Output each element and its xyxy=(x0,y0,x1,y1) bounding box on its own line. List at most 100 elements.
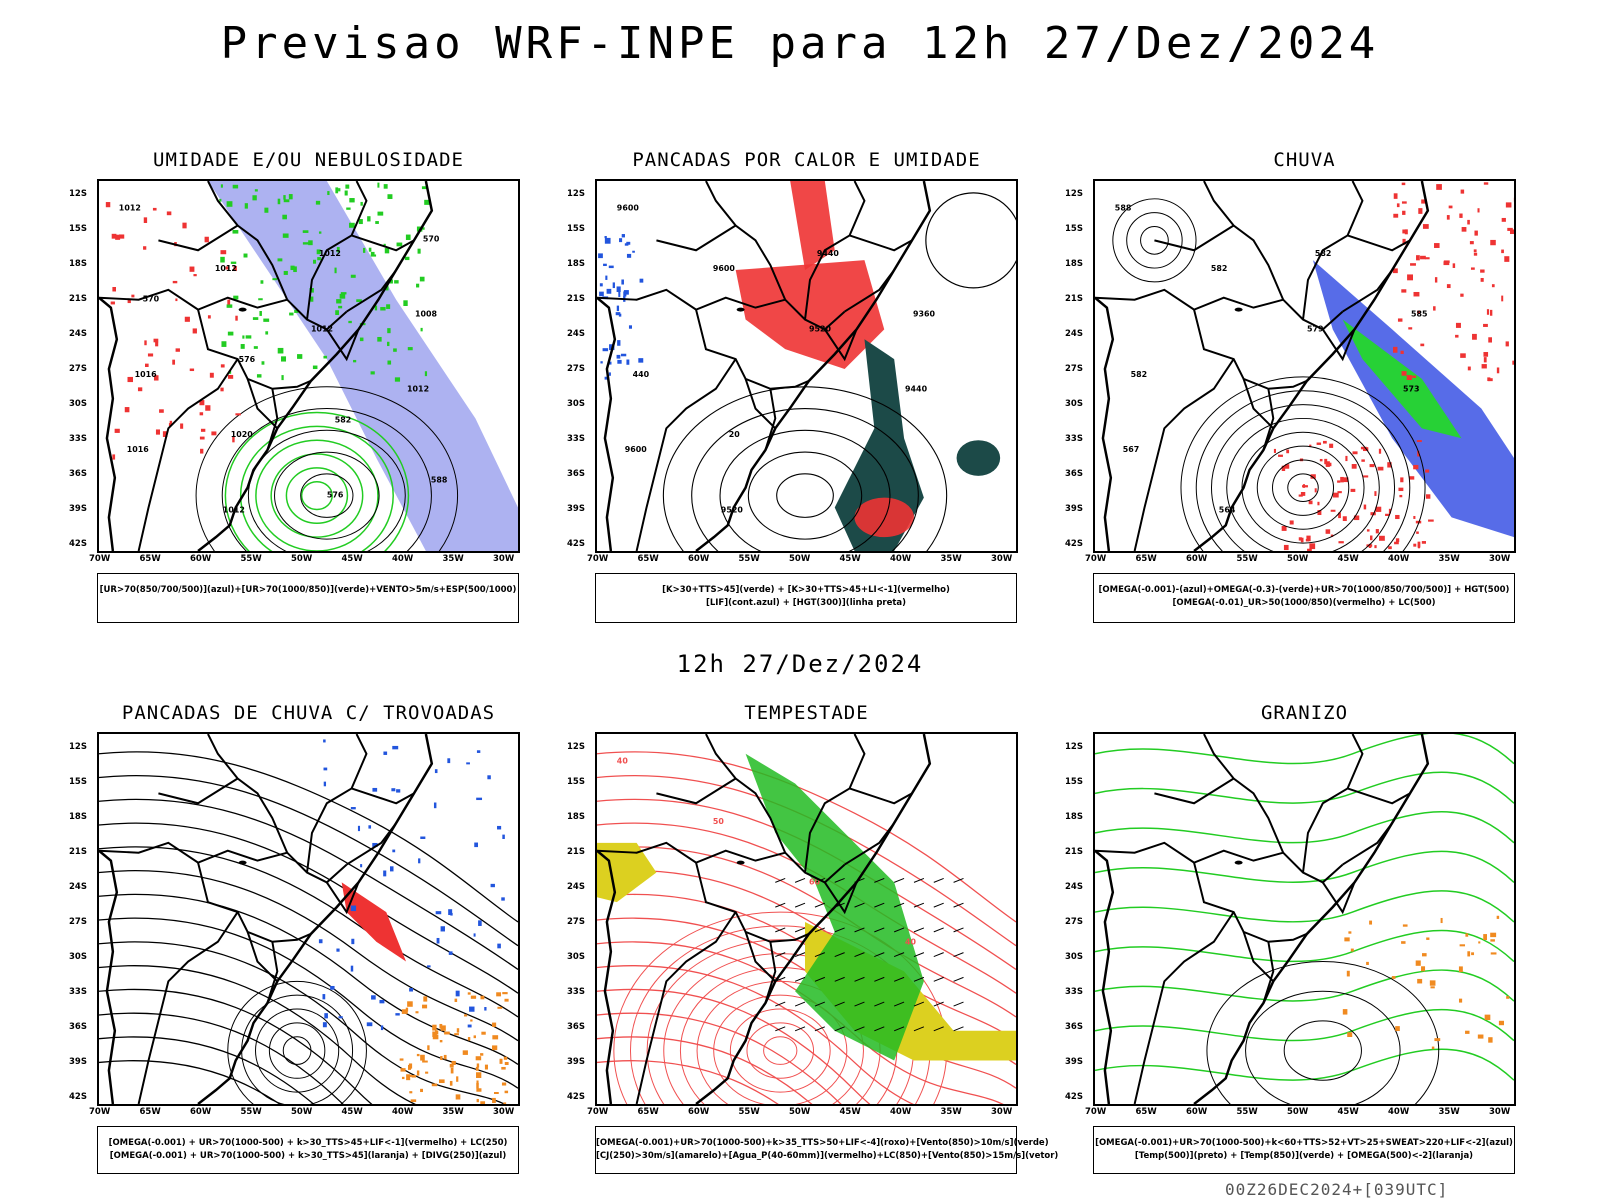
wind-arrow xyxy=(814,1026,826,1032)
speckle xyxy=(480,1053,484,1056)
wind-arrow xyxy=(794,927,806,933)
speckle xyxy=(492,1045,498,1051)
speckle xyxy=(377,182,380,188)
speckle xyxy=(330,985,335,990)
speckle xyxy=(226,304,233,308)
speckle xyxy=(350,807,356,810)
speckle xyxy=(387,360,392,365)
speckle xyxy=(162,431,168,437)
speckle xyxy=(383,870,387,877)
speckle xyxy=(605,275,608,280)
speckle xyxy=(1504,256,1510,262)
speckle xyxy=(1351,464,1357,469)
wind-arrow xyxy=(814,902,826,908)
speckle xyxy=(334,267,337,274)
latitude-tick: 21S xyxy=(69,847,87,857)
wind-arrow xyxy=(874,877,885,883)
speckle xyxy=(1399,494,1403,498)
speckle xyxy=(1418,208,1423,214)
pressure-isobar xyxy=(195,386,459,551)
speckle xyxy=(317,257,322,261)
speckle xyxy=(432,1034,439,1040)
speckle xyxy=(294,309,299,313)
speckle xyxy=(1488,1037,1493,1043)
wind-arrow xyxy=(874,902,885,908)
state-border-line xyxy=(705,734,787,854)
wind-arrow xyxy=(874,927,885,933)
wind-arrow xyxy=(794,877,806,883)
latitude-tick: 27S xyxy=(567,364,585,374)
speckle xyxy=(1337,491,1342,494)
speckle xyxy=(396,789,401,793)
speckle xyxy=(1490,932,1497,938)
speckle xyxy=(420,1054,425,1061)
speckle xyxy=(448,951,453,955)
speckle xyxy=(619,238,623,243)
latitude-tick: 12S xyxy=(1065,189,1083,199)
speckle xyxy=(1402,210,1406,215)
speckle xyxy=(473,1035,476,1039)
speckle xyxy=(1471,952,1475,956)
speckle xyxy=(1330,534,1334,537)
latitude-tick: 36S xyxy=(567,469,585,479)
speckle xyxy=(439,1039,443,1043)
speckle xyxy=(1425,469,1430,473)
speckle xyxy=(1310,474,1316,479)
latitude-tick: 12S xyxy=(69,189,87,199)
speckle xyxy=(476,1098,479,1103)
speckle xyxy=(336,948,340,952)
longitude-tick: 65W xyxy=(139,1107,161,1117)
speckle xyxy=(207,315,211,319)
wind-arrow xyxy=(854,976,865,982)
speckle xyxy=(394,377,401,382)
speckle xyxy=(1391,976,1396,979)
speckle xyxy=(501,897,505,901)
longitude-tick: 50W xyxy=(291,554,313,564)
longitude-tick: 70W xyxy=(587,1107,609,1117)
state-border-line xyxy=(656,224,737,252)
contour-label: 1012 xyxy=(311,324,333,333)
streamline-250 xyxy=(99,869,518,1042)
speckle xyxy=(110,301,115,305)
speckle xyxy=(374,305,378,311)
speckle xyxy=(395,1013,400,1016)
latitude-tick: 15S xyxy=(69,777,87,787)
contour-label: 9440 xyxy=(817,249,840,258)
speckle xyxy=(425,1071,429,1074)
contour-label: 40 xyxy=(617,757,629,766)
speckle xyxy=(358,219,363,225)
speckle xyxy=(1377,466,1384,471)
speckle xyxy=(172,280,178,284)
speckle xyxy=(476,797,483,801)
longitude-tick: 40W xyxy=(1388,554,1410,564)
longitude-tick: 45W xyxy=(1337,1107,1359,1117)
contour-label: 576 xyxy=(239,355,256,364)
speckle xyxy=(1425,494,1431,499)
speckle xyxy=(1421,966,1426,972)
speckle xyxy=(598,253,603,259)
longitude-tick: 60W xyxy=(1186,1107,1208,1117)
speckle xyxy=(399,1058,404,1061)
height-300-contour xyxy=(691,408,919,551)
wind-arrow xyxy=(953,1026,964,1032)
speckle xyxy=(1448,205,1453,209)
lake-mark xyxy=(1234,307,1243,312)
speckle xyxy=(1361,459,1365,462)
state-border-line xyxy=(1203,181,1285,301)
speckle xyxy=(1433,306,1436,311)
wind-arrow xyxy=(933,877,944,883)
speckle xyxy=(416,283,420,288)
speckle xyxy=(277,258,283,262)
speckle xyxy=(379,999,385,1004)
speckle xyxy=(632,250,635,253)
speckle xyxy=(602,348,609,352)
contour-label: 9600 xyxy=(617,204,640,213)
speckle xyxy=(324,1013,328,1019)
longitude-tick: 55W xyxy=(738,1107,760,1117)
speckle xyxy=(1325,529,1331,534)
speckle xyxy=(1446,284,1451,289)
speckle xyxy=(145,363,149,367)
speckle xyxy=(1436,184,1442,190)
wind-arrow xyxy=(814,927,826,933)
speckle xyxy=(1417,978,1423,984)
